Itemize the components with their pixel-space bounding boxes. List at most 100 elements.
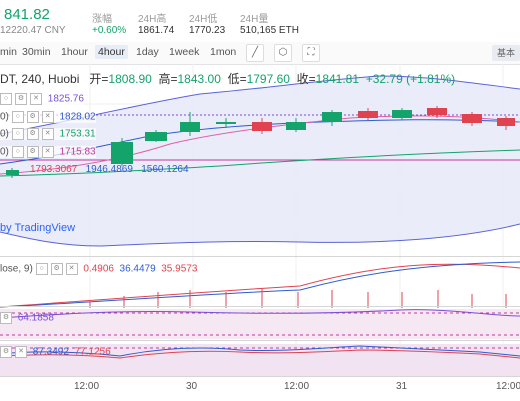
ma-prefix: 0): [0, 128, 9, 140]
price-chart[interactable]: [0, 64, 520, 376]
pane-divider[interactable]: [0, 256, 520, 257]
settings-icon[interactable]: ⚙: [26, 128, 39, 140]
ma-prefix: 0): [0, 111, 9, 123]
visibility-toggle-icon[interactable]: ○: [0, 93, 12, 105]
kdj-d-line: [0, 349, 520, 359]
last-price: 841.82: [4, 6, 50, 23]
close-legend-value: 1841.81: [315, 72, 360, 86]
candle: [462, 114, 482, 123]
settings-icon[interactable]: ⚙: [15, 93, 27, 105]
candle: [286, 122, 306, 130]
close-icon[interactable]: ✕: [30, 93, 42, 105]
rsi-band: [0, 309, 520, 339]
candle: [145, 132, 167, 141]
candle: [392, 110, 412, 118]
ma-row-2: 0) ○ ⚙ ✕ 1828.02: [0, 111, 96, 123]
time-axis[interactable]: 12:00 30 12:00 31 12:00: [0, 376, 520, 401]
timeframe-4hour[interactable]: 4hour: [95, 45, 128, 59]
time-tick: 30: [186, 381, 198, 392]
ma-line-green: [0, 149, 520, 177]
bollinger-upper-line: [0, 75, 520, 135]
macd-histogram: [89, 288, 507, 308]
low-legend-value: 1797.60: [246, 72, 290, 86]
timeframe-1day[interactable]: 1day: [136, 46, 159, 58]
change-legend-value: +32.79 (+1.81%): [365, 72, 456, 86]
kdj-value-1: 87.3492: [32, 346, 69, 358]
timeframe-min[interactable]: min: [0, 46, 17, 58]
close-icon[interactable]: ✕: [41, 146, 54, 158]
volume-value-1: 1793.3067: [30, 164, 78, 175]
timeframe-30min[interactable]: 30min: [22, 46, 51, 58]
close-icon[interactable]: ✕: [41, 111, 54, 123]
settings-icon[interactable]: ⚙: [0, 346, 12, 358]
volume-labels: 1793.3067 1946.4869 1560.1264: [30, 164, 189, 175]
close-icon[interactable]: ✕: [41, 128, 54, 140]
macd-value-1: 0.4906: [83, 263, 114, 275]
timeframe-1mon[interactable]: 1mon: [210, 46, 237, 58]
candle: [6, 170, 19, 175]
volume-value: 510,165 ETH: [240, 25, 299, 36]
visibility-toggle-icon[interactable]: ○: [35, 263, 48, 275]
symbol-label: DT, 240, Huobi: [0, 72, 80, 86]
time-tick: 12:00: [496, 381, 520, 392]
high-legend-label: 高=: [158, 72, 178, 86]
candle: [427, 108, 447, 115]
ma-value: 1825.76: [47, 93, 84, 105]
candle: [216, 122, 236, 124]
kdj-legend: ⚙ ✕ 87.3492 77.1256: [0, 346, 111, 358]
visibility-toggle-icon[interactable]: ○: [11, 111, 24, 123]
ma-row-1: ○ ⚙ ✕ 1825.76: [0, 93, 84, 105]
volume-label: 24H量: [240, 14, 269, 25]
macd-line-red: [0, 263, 520, 308]
time-tick: 12:00: [74, 381, 100, 392]
close-legend-label: 收=: [296, 72, 316, 86]
timeframe-1week[interactable]: 1week: [169, 46, 200, 58]
ma-prefix: 0): [0, 146, 9, 158]
market-stats-bar: 841.82 12220.47 CNY 涨幅 +0.60% 24H高 1861.…: [0, 0, 520, 43]
close-icon[interactable]: ✕: [65, 263, 78, 275]
settings-icon[interactable]: ⚙: [0, 312, 12, 324]
low-legend-label: 低=: [227, 72, 247, 86]
candle: [358, 111, 378, 118]
time-tick: 12:00: [284, 381, 310, 392]
macd-value-2: 36.4479: [119, 263, 156, 275]
tradingview-attribution[interactable]: by TradingView: [0, 222, 76, 234]
macd-line-blue: [0, 261, 520, 308]
rsi-value: 64.1858: [17, 312, 54, 324]
settings-icon[interactable]: ⚙: [26, 146, 39, 158]
ma-row-3: 0) ○ ⚙ ✕ 1753.31: [0, 128, 96, 140]
candle: [252, 122, 272, 131]
change-label: 涨幅: [92, 14, 112, 25]
settings-icon[interactable]: ⚙: [26, 111, 39, 123]
ma-value: 1753.31: [59, 128, 96, 140]
candle: [111, 142, 133, 164]
settings-icon[interactable]: ⚙: [50, 263, 63, 275]
fullscreen-icon[interactable]: ⛶: [302, 44, 320, 62]
chart-mode-button[interactable]: 基本: [492, 45, 520, 61]
low-label: 24H低: [189, 14, 218, 25]
candle: [497, 118, 515, 126]
chart-toolbar: min 30min 1hour 4hour 1day 1week 1mon ╱ …: [0, 42, 520, 65]
macd-value-3: 35.9573: [161, 263, 198, 275]
change-value: +0.60%: [92, 25, 127, 36]
rsi-line: [0, 309, 520, 319]
timeframe-1hour[interactable]: 1hour: [61, 46, 88, 58]
high-value: 1861.74: [138, 25, 175, 36]
ma-value: 1715.83: [59, 146, 96, 158]
visibility-toggle-icon[interactable]: ○: [11, 128, 24, 140]
pane-divider[interactable]: [0, 340, 520, 341]
close-icon[interactable]: ✕: [15, 346, 27, 358]
bollinger-band-fill: [0, 76, 520, 246]
candle: [322, 112, 342, 122]
pane-divider[interactable]: [0, 306, 520, 307]
bollinger-lower-line: [0, 223, 520, 247]
kdj-value-2: 77.1256: [74, 346, 111, 358]
ohlc-legend: DT, 240, Huobi 开=1808.90 高=1843.00 低=179…: [0, 70, 455, 87]
visibility-toggle-icon[interactable]: ○: [11, 146, 24, 158]
time-tick: 31: [396, 381, 408, 392]
candlesticks: [6, 106, 515, 178]
settings-hex-icon[interactable]: ⬡: [274, 44, 292, 62]
low-value: 1770.23: [189, 25, 226, 36]
open-label: 开=: [89, 72, 109, 86]
bar-chart-icon[interactable]: ╱: [246, 44, 264, 62]
